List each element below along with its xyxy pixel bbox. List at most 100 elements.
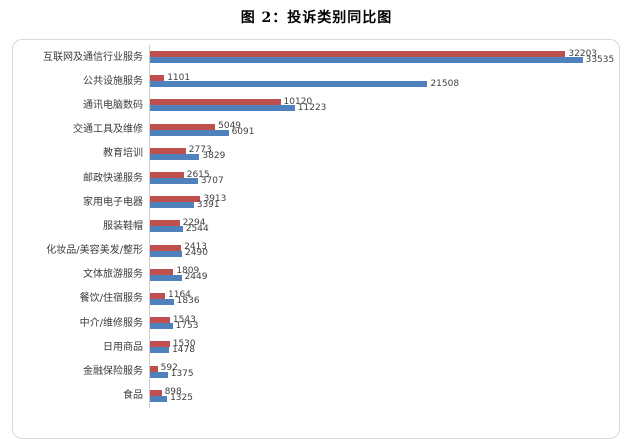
bar-blue (150, 105, 295, 112)
category-axis-cell: 2413 2490 (149, 238, 613, 263)
value-label-red: 5049 (218, 121, 242, 132)
bar-line-red: 2294 (150, 217, 613, 228)
bar-red (150, 196, 201, 203)
chart-row: 金融保险服务 592 1375 (13, 359, 613, 384)
value-label-blue: 33535 (585, 54, 615, 65)
chart-row: 公共设施服务 1101 21508 (13, 69, 613, 94)
value-label-red: 1164 (168, 290, 191, 301)
value-label-blue: 1375 (170, 369, 194, 380)
chart-row: 服装鞋帽 2294 2544 (13, 214, 613, 239)
bar-red (150, 51, 566, 58)
bar-blue (150, 250, 183, 257)
category-axis-cell: 1543 1753 (149, 311, 613, 336)
bar-blue (150, 371, 168, 378)
bar-red (150, 123, 216, 130)
bar-line-red: 2773 (150, 146, 613, 155)
value-label-blue: 2490 (185, 248, 209, 259)
value-label-red: 32203 (568, 48, 598, 59)
chart-row: 互联网及通信行业服务 32203 33535 (13, 45, 615, 70)
category-label: 家用电子电器 (83, 196, 143, 208)
category-axis-cell: 898 1325 (149, 383, 613, 408)
bar-line-red: 3913 (150, 194, 613, 203)
bar-line-blue: 21508 (150, 78, 613, 89)
category-axis-cell: 1809 2449 (149, 262, 613, 287)
chart-frame: 互联网及通信行业服务 32203 33535 公共设施服务 1101 21508 通讯电脑数… (12, 39, 620, 439)
bar-red (150, 268, 174, 275)
value-label-blue: 21508 (430, 78, 460, 89)
category-label: 中介/维修服务 (79, 317, 143, 329)
category-label: 餐饮/住宿服务 (79, 293, 143, 305)
value-label-blue: 3829 (202, 151, 226, 162)
bar-blue (150, 323, 173, 330)
bar-blue (150, 274, 182, 281)
plot-area: 互联网及通信行业服务 32203 33535 公共设施服务 1101 21508 通讯电脑数… (13, 45, 615, 408)
bar-line-red: 10120 (150, 97, 613, 106)
bar-line-blue: 1325 (150, 393, 613, 404)
category-label: 日用商品 (103, 341, 143, 353)
bar-line-blue: 1478 (150, 344, 613, 355)
chart-row: 教育培训 2773 3829 (13, 141, 613, 166)
value-label-blue: 6091 (231, 127, 255, 138)
value-label-red: 1101 (167, 72, 191, 83)
bar-blue (150, 153, 200, 160)
bar-line-red: 1101 (150, 72, 613, 83)
bar-blue (150, 129, 229, 136)
chart-row: 食品 898 1325 (13, 383, 613, 408)
category-axis-cell: 592 1375 (149, 359, 613, 384)
bar-line-blue: 2544 (150, 224, 613, 233)
category-axis-cell: 1164 1836 (149, 286, 613, 312)
bar-line-blue: 3829 (150, 151, 613, 162)
bar-line-red: 592 (150, 363, 613, 374)
category-label: 通讯电脑数码 (83, 99, 143, 111)
bar-red (150, 317, 170, 324)
value-label-blue: 3391 (196, 199, 220, 210)
bar-line-red: 1543 (150, 315, 613, 324)
bar-line-red: 1164 (150, 290, 613, 301)
category-label: 教育培训 (103, 148, 143, 160)
chart-row: 餐饮/住宿服务 1164 1836 (13, 286, 613, 312)
value-label-blue: 3707 (200, 175, 224, 186)
bar-red (150, 292, 165, 299)
bar-line-blue: 2490 (150, 248, 613, 259)
bar-line-blue: 3391 (150, 199, 613, 210)
value-label-blue: 1325 (170, 393, 193, 404)
value-label-red: 592 (160, 363, 178, 374)
value-label-red: 1530 (172, 338, 196, 349)
bar-line-red: 1530 (150, 338, 613, 349)
bar-line-blue: 33535 (150, 54, 615, 65)
category-label: 互联网及通信行业服务 (43, 51, 143, 63)
value-label-red: 2413 (184, 242, 208, 253)
bar-line-blue: 6091 (150, 127, 613, 138)
bar-blue (150, 226, 183, 233)
category-label: 邮政快递服务 (83, 172, 143, 184)
bar-blue (150, 81, 428, 88)
bar-line-blue: 11223 (150, 102, 613, 113)
bar-red (150, 172, 184, 179)
value-label-blue: 1478 (172, 344, 195, 355)
bar-line-blue: 3707 (150, 175, 613, 186)
chart-row: 通讯电脑数码 10120 11223 (13, 93, 613, 118)
bar-line-red: 5049 (150, 121, 613, 132)
chart-title: 图 2：投诉类别同比图 (240, 10, 393, 26)
chart-row: 邮政快递服务 2615 3707 (13, 165, 613, 191)
category-axis-cell: 1530 1478 (149, 335, 613, 360)
category-label: 食品 (123, 390, 143, 402)
bar-line-red: 2615 (150, 170, 613, 179)
bar-blue (150, 347, 170, 354)
category-label: 交通工具及维修 (73, 124, 143, 136)
bar-red (150, 365, 158, 372)
chart-row: 中介/维修服务 1543 1753 (13, 311, 613, 336)
category-axis-cell: 3913 3391 (149, 190, 613, 215)
value-label-blue: 1753 (175, 320, 199, 331)
value-label-red: 898 (164, 387, 182, 398)
value-label-blue: 2449 (184, 272, 208, 283)
category-axis-cell: 32203 33535 (149, 45, 615, 70)
bar-line-blue: 1836 (150, 297, 613, 306)
value-label-red: 2294 (182, 217, 206, 228)
bar-blue (150, 202, 194, 209)
bar-red (150, 220, 180, 227)
chart-row: 化妆品/美容美发/整形 2413 2490 (13, 238, 613, 263)
bar-blue (150, 57, 583, 64)
category-axis-cell: 2615 3707 (149, 165, 613, 191)
value-label-blue: 11223 (297, 102, 327, 113)
